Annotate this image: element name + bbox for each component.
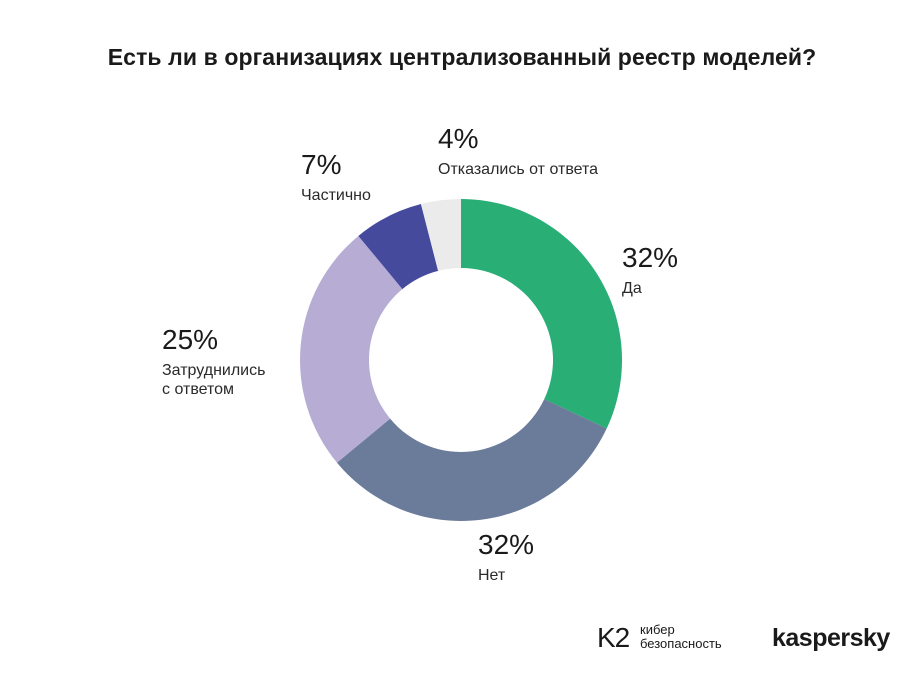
- slice-unsure: [300, 235, 403, 463]
- slice-value-no: 32%: [478, 529, 535, 560]
- slice-label-no: 32% Нет: [478, 530, 534, 585]
- slice-label-partial: 7% Частично: [301, 150, 371, 205]
- kaspersky-logo: kaspersky: [772, 624, 890, 652]
- slice-value-partial: 7%: [301, 149, 342, 180]
- slice-value-unsure: 25%: [162, 324, 219, 355]
- slice-label-declined: 4% Отказались от ответа: [438, 124, 598, 179]
- slice-name-declined: Отказались от ответа: [438, 161, 599, 178]
- slice-name-yes: Да: [622, 280, 642, 297]
- slice-label-yes: 32% Да: [622, 243, 678, 298]
- slice-name-unsure: Затруднились с ответом: [162, 362, 266, 398]
- slice-name-partial: Частично: [301, 187, 371, 204]
- slice-label-unsure: 25% Затруднились с ответом: [162, 325, 265, 399]
- slice-declined: [420, 199, 461, 271]
- chart-title: Есть ли в организациях централизованный …: [107, 44, 817, 70]
- k2-logo-text: кибер безопасность: [640, 622, 722, 651]
- slice-partial: [358, 204, 439, 290]
- slice-value-declined: 4%: [438, 123, 479, 154]
- slice-yes: [461, 199, 622, 429]
- footer-logos: K2 кибер безопасность kaspersky: [0, 620, 924, 660]
- k2-logo: K2: [597, 622, 630, 653]
- slice-name-no: Нет: [478, 567, 506, 584]
- slice-value-yes: 32%: [622, 242, 679, 273]
- slice-no: [336, 399, 607, 522]
